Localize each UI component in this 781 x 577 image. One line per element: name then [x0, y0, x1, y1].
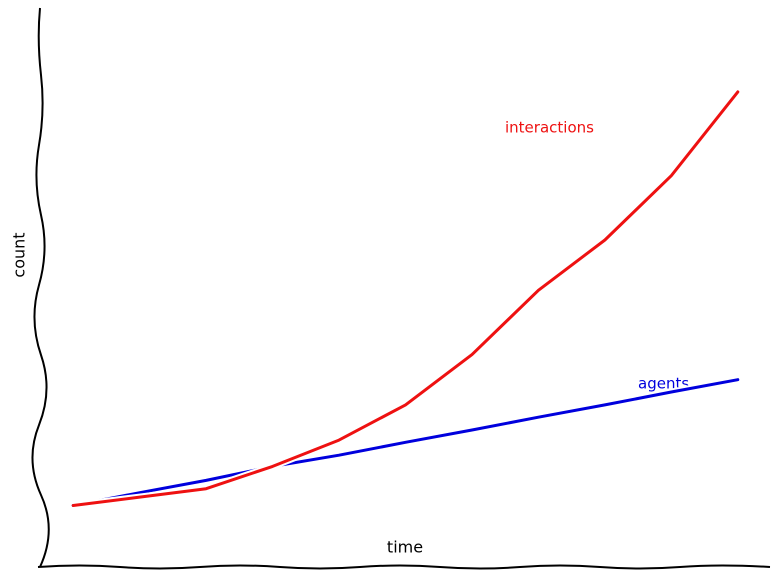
y-axis-label: count — [10, 232, 29, 277]
series-label: interactions — [505, 119, 594, 137]
x-axis-label: time — [387, 538, 423, 557]
y-axis — [31, 7, 50, 568]
line — [71, 90, 740, 507]
x-axis — [37, 564, 771, 570]
line — [71, 378, 740, 507]
